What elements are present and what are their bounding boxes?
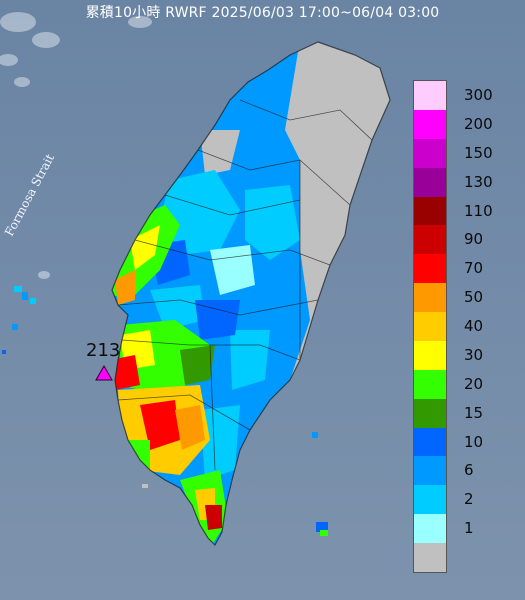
legend-swatch — [414, 312, 446, 342]
legend-label: 150 — [464, 143, 493, 162]
legend-swatch — [414, 196, 446, 226]
legend-label: 110 — [464, 201, 493, 220]
legend-swatch — [414, 456, 446, 486]
sea-echoes — [2, 286, 328, 536]
legend-swatch — [414, 340, 446, 371]
legend-label: 10 — [464, 432, 484, 451]
legend-label: 50 — [464, 288, 484, 307]
legend-swatch — [414, 81, 446, 111]
legend-label: 70 — [464, 259, 484, 278]
legend-label: 200 — [464, 114, 493, 133]
legend-label: 6 — [464, 461, 474, 480]
max-rainfall-value: 213 — [86, 340, 121, 361]
legend-label: 20 — [464, 374, 484, 393]
legend-swatch — [414, 167, 446, 198]
legend-swatch — [414, 514, 446, 544]
county-borders — [111, 41, 391, 546]
legend-swatch — [414, 283, 446, 313]
map-title: 累積10小時 RWRF 2025/06/03 17:00~06/04 03:00 — [85, 5, 440, 21]
legend-swatch — [414, 427, 446, 457]
legend-label: 15 — [464, 403, 484, 422]
legend-label: 90 — [464, 230, 484, 249]
legend-swatch — [414, 225, 446, 255]
legend-swatch — [414, 138, 446, 169]
legend-label: 300 — [464, 86, 493, 104]
legend-label: 2 — [464, 490, 474, 509]
legend-swatch — [414, 109, 446, 140]
legend-swatch — [414, 485, 446, 515]
legend-label: 130 — [464, 172, 493, 191]
max-rainfall-marker — [95, 364, 113, 381]
legend-swatch — [414, 398, 446, 429]
legend-swatch — [414, 369, 446, 400]
legend-label: 40 — [464, 317, 484, 336]
rainfall-legend — [413, 80, 447, 573]
legend-label: 30 — [464, 345, 484, 364]
legend-swatch — [414, 254, 446, 284]
legend-label: 1 — [464, 519, 474, 538]
cloud-overlay — [0, 12, 152, 279]
legend-swatch — [414, 543, 446, 573]
